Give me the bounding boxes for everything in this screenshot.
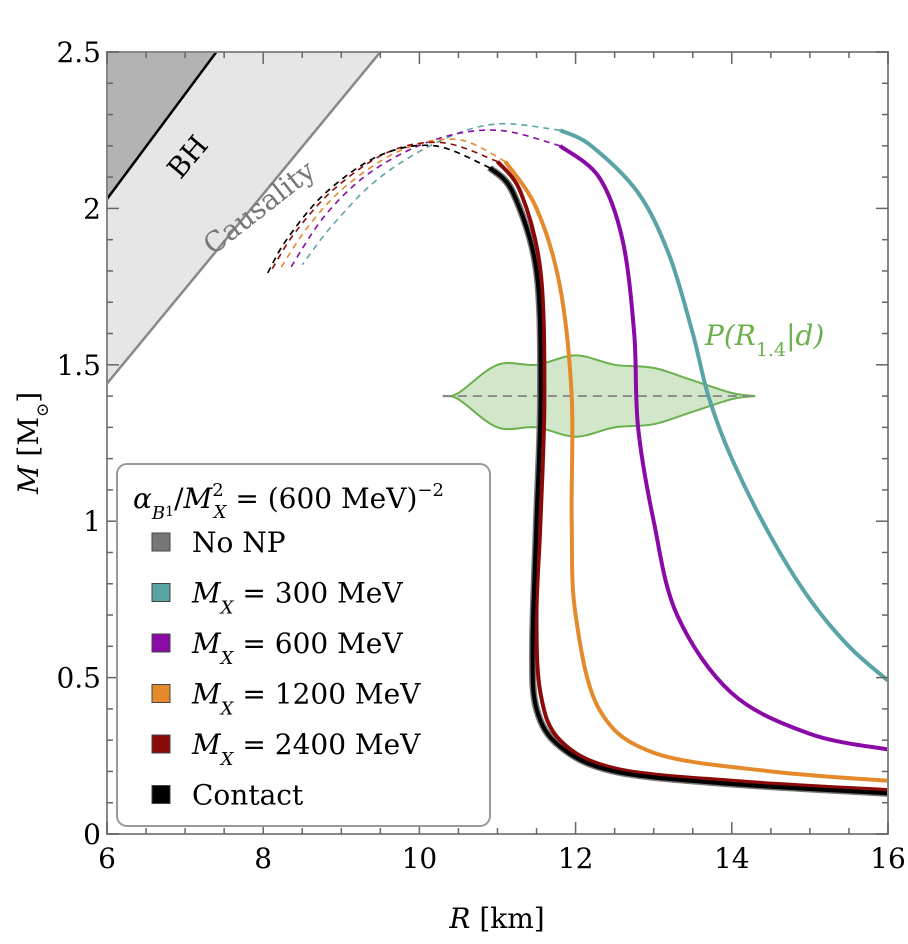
legend-label: Contact <box>192 779 304 812</box>
series-solid-4 <box>495 160 888 793</box>
legend-swatch <box>151 583 171 602</box>
legend-label: No NP <box>192 526 286 559</box>
exclusion-regions <box>107 52 382 385</box>
x-tick-label: 10 <box>402 842 438 875</box>
legend-swatch <box>151 734 171 754</box>
x-tick-label: 8 <box>254 842 272 875</box>
y-tick-label: 0 <box>83 818 101 851</box>
y-tick-label: 1.5 <box>56 349 101 382</box>
legend: αB1/M2 X = (600 MeV)−2 No NP MX = 300 MeV M… <box>116 463 491 827</box>
legend-label: MX = 600 MeV <box>191 627 403 669</box>
legend-box <box>116 463 491 827</box>
mr-curves <box>266 122 888 797</box>
causality-boundary <box>107 52 382 385</box>
posterior-label: P(R1.4|d) <box>704 319 824 361</box>
y-tick-label: 2 <box>83 192 101 225</box>
legend-title: αB1/M2 X = (600 MeV)−2 <box>133 480 444 524</box>
series-dashed-5 <box>266 144 490 275</box>
legend-label: MX = 1200 MeV <box>191 678 421 720</box>
series-solid-0 <box>487 165 888 797</box>
x-tick-label: 16 <box>870 842 906 875</box>
x-tick-label: 6 <box>98 842 116 875</box>
legend-swatch <box>151 532 171 552</box>
legend-swatch <box>151 785 171 804</box>
series-dashed-4 <box>270 141 498 272</box>
legend-swatch <box>151 684 171 703</box>
series-solid-3 <box>503 160 888 783</box>
axis-tick-labels: 6 8 10 12 14 16 0 0.5 1 1.5 2 2.5 <box>56 36 905 875</box>
x-axis-title: R [km] <box>448 902 544 935</box>
y-axis-title: M [M⊙] <box>12 392 53 495</box>
bh-boundary <box>107 52 218 200</box>
legend-label: MX = 300 MeV <box>191 577 403 619</box>
x-tick-label: 14 <box>714 842 750 875</box>
y-tick-label: 1 <box>83 505 101 538</box>
legend-items: No NP MX = 300 MeV MX = 600 MeV MX = 1200 M… <box>151 526 421 812</box>
legend-swatch <box>151 633 171 653</box>
series-dashed-2 <box>289 129 561 269</box>
series-dashed-3 <box>278 138 506 272</box>
axis-ticks <box>106 51 889 835</box>
y-tick-label: 2.5 <box>56 36 101 69</box>
posterior-distribution <box>442 354 756 438</box>
series-solid-2 <box>558 144 888 752</box>
series-solid-1 <box>559 128 888 683</box>
x-tick-label: 12 <box>558 842 594 875</box>
series-dashed-1 <box>301 122 561 266</box>
legend-label: MX = 2400 MeV <box>191 728 421 770</box>
y-tick-label: 0.5 <box>56 662 101 695</box>
series-solid-5 <box>488 166 888 796</box>
